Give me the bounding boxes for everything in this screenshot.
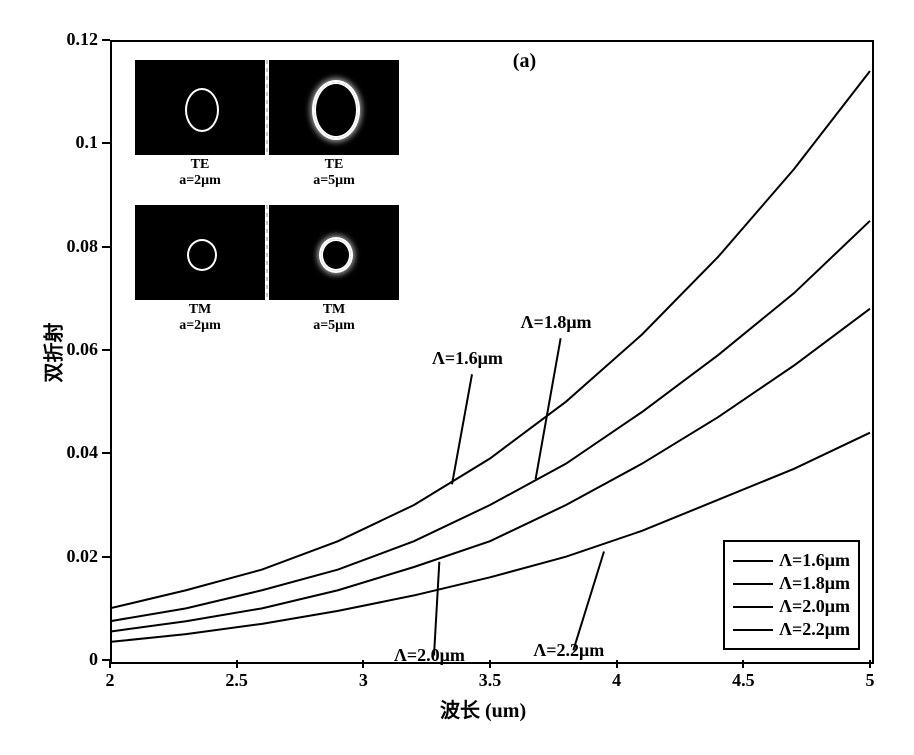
x-tick	[869, 660, 871, 668]
y-tick	[102, 246, 110, 248]
x-tick	[109, 660, 111, 668]
x-tick	[236, 660, 238, 668]
legend-box: Λ=1.6μmΛ=1.8μmΛ=2.0μmΛ=2.2μm	[723, 540, 860, 650]
curve-annotation: Λ=1.8μm	[521, 312, 592, 333]
y-tick	[102, 452, 110, 454]
y-tick	[102, 556, 110, 558]
y-tick-label: 0.02	[67, 546, 99, 567]
x-tick	[489, 660, 491, 668]
y-tick	[102, 349, 110, 351]
leader-line	[573, 552, 604, 651]
y-tick	[102, 659, 110, 661]
inset-mode-label: TE	[135, 157, 265, 173]
curve-annotation: Λ=1.6μm	[432, 348, 503, 369]
legend-row: Λ=2.0μm	[733, 596, 850, 617]
x-tick-label: 5	[850, 670, 890, 691]
curve-annotation: Λ=2.0μm	[394, 645, 465, 666]
inset-param-label: a=5μm	[269, 318, 399, 334]
y-tick	[102, 142, 110, 144]
y-tick-label: 0.08	[67, 236, 99, 257]
x-tick	[742, 660, 744, 668]
legend-text: Λ=2.2μm	[779, 619, 850, 640]
legend-line-icon	[733, 606, 773, 608]
inset-param-label: a=5μm	[269, 173, 399, 189]
leader-line	[452, 374, 472, 484]
x-tick	[616, 660, 618, 668]
mode-spot	[312, 80, 360, 140]
legend-row: Λ=1.8μm	[733, 573, 850, 594]
legend-row: Λ=1.6μm	[733, 550, 850, 571]
y-tick-label: 0.04	[67, 442, 99, 463]
x-tick-label: 4	[597, 670, 637, 691]
inset-param-label: a=2μm	[135, 173, 265, 189]
legend-row: Λ=2.2μm	[733, 619, 850, 640]
x-tick-label: 3.5	[470, 670, 510, 691]
inset-mode-label: TE	[269, 157, 399, 173]
legend-line-icon	[733, 583, 773, 585]
mode-spot	[185, 88, 219, 132]
legend-line-icon	[733, 560, 773, 562]
leader-line	[434, 562, 439, 656]
mode-spot	[187, 239, 217, 271]
curve-annotation: Λ=2.2μm	[533, 640, 604, 661]
x-tick-label: 4.5	[723, 670, 763, 691]
legend-text: Λ=1.8μm	[779, 573, 850, 594]
y-tick-label: 0.12	[67, 29, 99, 50]
chart-container: 双折射 波长 (um) (a) Λ=1.6μmΛ=1.8μmΛ=2.0μmΛ=2…	[20, 20, 894, 735]
x-tick-label: 3	[343, 670, 383, 691]
inset-mode-label: TM	[269, 302, 399, 318]
inset-mode-label: TM	[135, 302, 265, 318]
x-tick	[362, 660, 364, 668]
x-tick-label: 2	[90, 670, 130, 691]
y-tick-label: 0.1	[76, 132, 99, 153]
mode-spot	[319, 237, 353, 273]
legend-text: Λ=1.6μm	[779, 550, 850, 571]
inset-param-label: a=2μm	[135, 318, 265, 334]
legend-line-icon	[733, 629, 773, 631]
legend-text: Λ=2.0μm	[779, 596, 850, 617]
y-tick-label: 0	[89, 649, 98, 670]
y-tick	[102, 39, 110, 41]
y-tick-label: 0.06	[67, 339, 99, 360]
x-tick-label: 2.5	[217, 670, 257, 691]
